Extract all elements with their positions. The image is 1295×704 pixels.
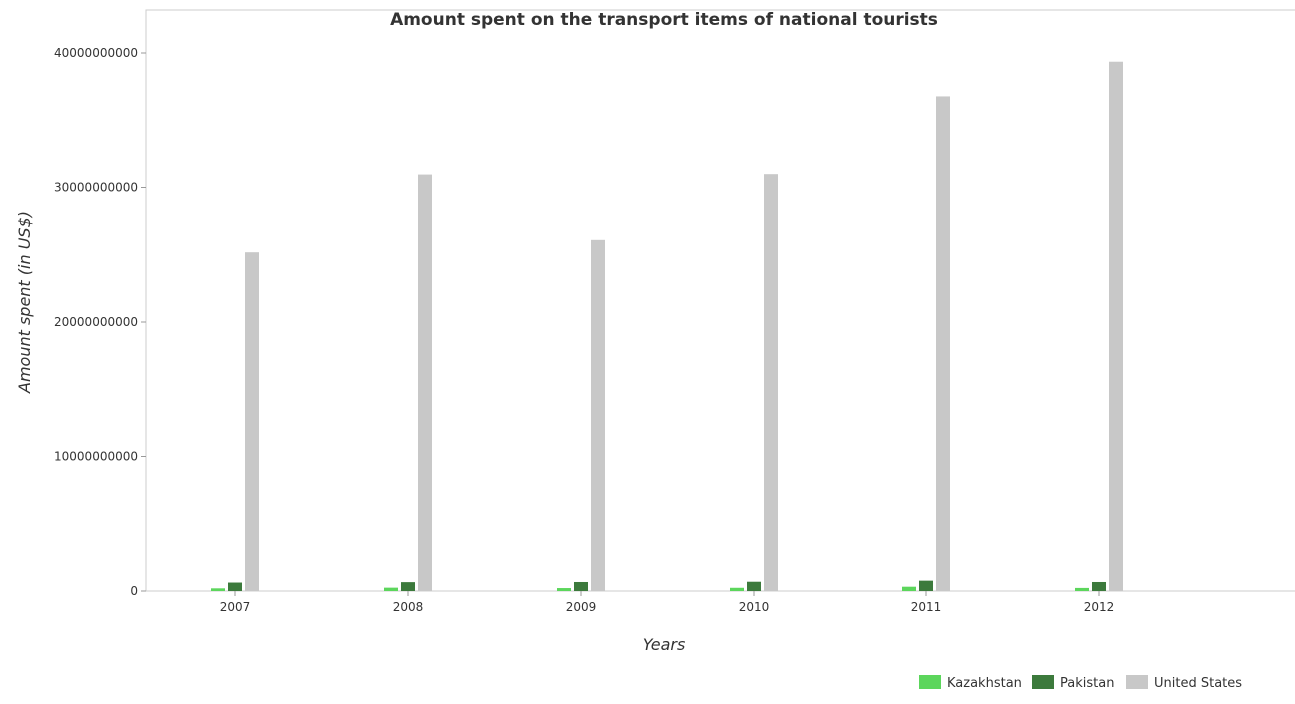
chart-title: Amount spent on the transport items of n… bbox=[390, 10, 938, 30]
bar-kazakhstan-2008 bbox=[384, 587, 398, 591]
y-tick-label: 10000000000 bbox=[54, 450, 138, 464]
bar-kazakhstan-2012 bbox=[1075, 587, 1089, 591]
bar-united-states-2007 bbox=[245, 252, 259, 591]
x-tick-label: 2009 bbox=[566, 600, 597, 614]
legend-label-united-states: United States bbox=[1154, 676, 1242, 691]
y-tick-label: 40000000000 bbox=[54, 46, 138, 60]
x-axis-label: Years bbox=[643, 635, 686, 654]
bar-kazakhstan-2010 bbox=[730, 587, 744, 591]
bars-layer bbox=[211, 61, 1123, 592]
legend: Kazakhstan Pakistan United States bbox=[919, 675, 1242, 691]
x-tick-label: 2007 bbox=[220, 600, 251, 614]
bar-kazakhstan-2009 bbox=[557, 588, 571, 591]
bar-pakistan-2012 bbox=[1092, 581, 1106, 591]
bar-united-states-2012 bbox=[1109, 61, 1123, 592]
y-tick-label: 0 bbox=[130, 584, 138, 598]
y-tick-label: 30000000000 bbox=[54, 181, 138, 195]
bar-united-states-2011 bbox=[936, 96, 950, 592]
x-tick-label: 2008 bbox=[393, 600, 424, 614]
legend-label-pakistan: Pakistan bbox=[1060, 676, 1114, 691]
bar-united-states-2009 bbox=[591, 239, 605, 591]
bar-pakistan-2009 bbox=[574, 581, 588, 591]
plot-area-frame bbox=[145, 9, 1295, 592]
y-axis-label: Amount spent (in US$) bbox=[15, 211, 34, 394]
bar-united-states-2008 bbox=[418, 174, 432, 591]
legend-swatch-pakistan bbox=[1032, 675, 1054, 689]
axes-layer: 0 10000000000 20000000000 30000000000 400000… bbox=[54, 46, 1114, 614]
y-tick-label: 20000000000 bbox=[54, 315, 138, 329]
bar-kazakhstan-2011 bbox=[902, 586, 916, 591]
legend-swatch-united-states bbox=[1126, 675, 1148, 689]
bar-united-states-2010 bbox=[764, 174, 778, 591]
bar-pakistan-2008 bbox=[401, 582, 415, 591]
legend-swatch-kazakhstan bbox=[919, 675, 941, 689]
bar-pakistan-2011 bbox=[919, 580, 933, 591]
x-tick-label: 2010 bbox=[739, 600, 770, 614]
bar-pakistan-2010 bbox=[747, 581, 761, 591]
x-tick-label: 2012 bbox=[1084, 600, 1115, 614]
bar-pakistan-2007 bbox=[228, 582, 242, 591]
x-tick-label: 2011 bbox=[911, 600, 942, 614]
legend-label-kazakhstan: Kazakhstan bbox=[947, 676, 1022, 691]
bar-kazakhstan-2007 bbox=[211, 588, 225, 591]
